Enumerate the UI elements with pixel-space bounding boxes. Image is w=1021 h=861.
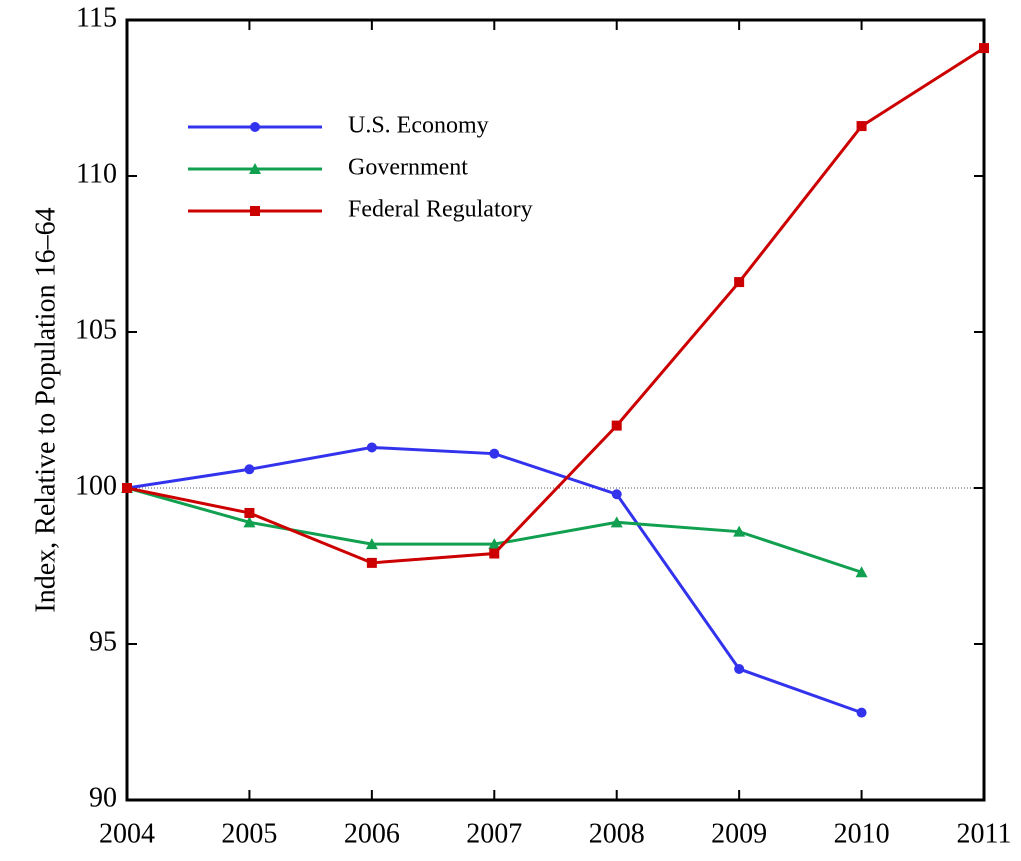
point — [611, 489, 622, 500]
point — [856, 707, 867, 718]
series-line — [126, 445, 863, 715]
point — [734, 663, 745, 674]
point — [733, 525, 746, 537]
point — [250, 122, 260, 132]
plot-frame — [125, 18, 986, 802]
x-tick-label: 2010 — [834, 818, 890, 849]
point — [855, 566, 868, 578]
point — [610, 516, 623, 528]
y-tick-label: 95 — [89, 626, 117, 657]
point — [244, 464, 255, 475]
x-tick-label: 2005 — [221, 818, 277, 849]
series-line — [126, 486, 863, 574]
x-tick-label: 2004 — [99, 818, 155, 849]
point — [489, 548, 500, 559]
point — [244, 507, 255, 518]
x-tick-label: 2006 — [344, 818, 400, 849]
y-tick-label: 105 — [75, 314, 117, 345]
x-tick-label: 2011 — [957, 818, 1012, 849]
y-axis-label: Index, Relative to Population 16–64 — [30, 207, 61, 612]
y-tick-label: 115 — [76, 2, 117, 33]
point — [249, 163, 261, 174]
point — [611, 420, 622, 431]
point — [250, 206, 260, 216]
y-tick-label: 90 — [89, 782, 117, 813]
point — [489, 448, 500, 459]
x-tick-label: 2009 — [711, 818, 767, 849]
point — [366, 442, 377, 453]
x-tick-label: 2008 — [589, 818, 645, 849]
point — [366, 557, 377, 568]
y-tick-label: 110 — [76, 158, 117, 189]
y-tick-label: 100 — [75, 470, 117, 501]
point — [365, 538, 378, 550]
point — [122, 483, 132, 493]
legend-label: Federal Regulatory — [348, 197, 533, 223]
x-tick-label: 2007 — [466, 818, 522, 849]
point — [856, 121, 867, 132]
point — [734, 277, 745, 288]
point — [243, 516, 256, 528]
legend-label: Government — [348, 155, 468, 181]
series-line — [126, 46, 985, 565]
point — [979, 43, 989, 54]
point — [488, 538, 501, 550]
legend-label: U.S. Economy — [348, 113, 489, 139]
